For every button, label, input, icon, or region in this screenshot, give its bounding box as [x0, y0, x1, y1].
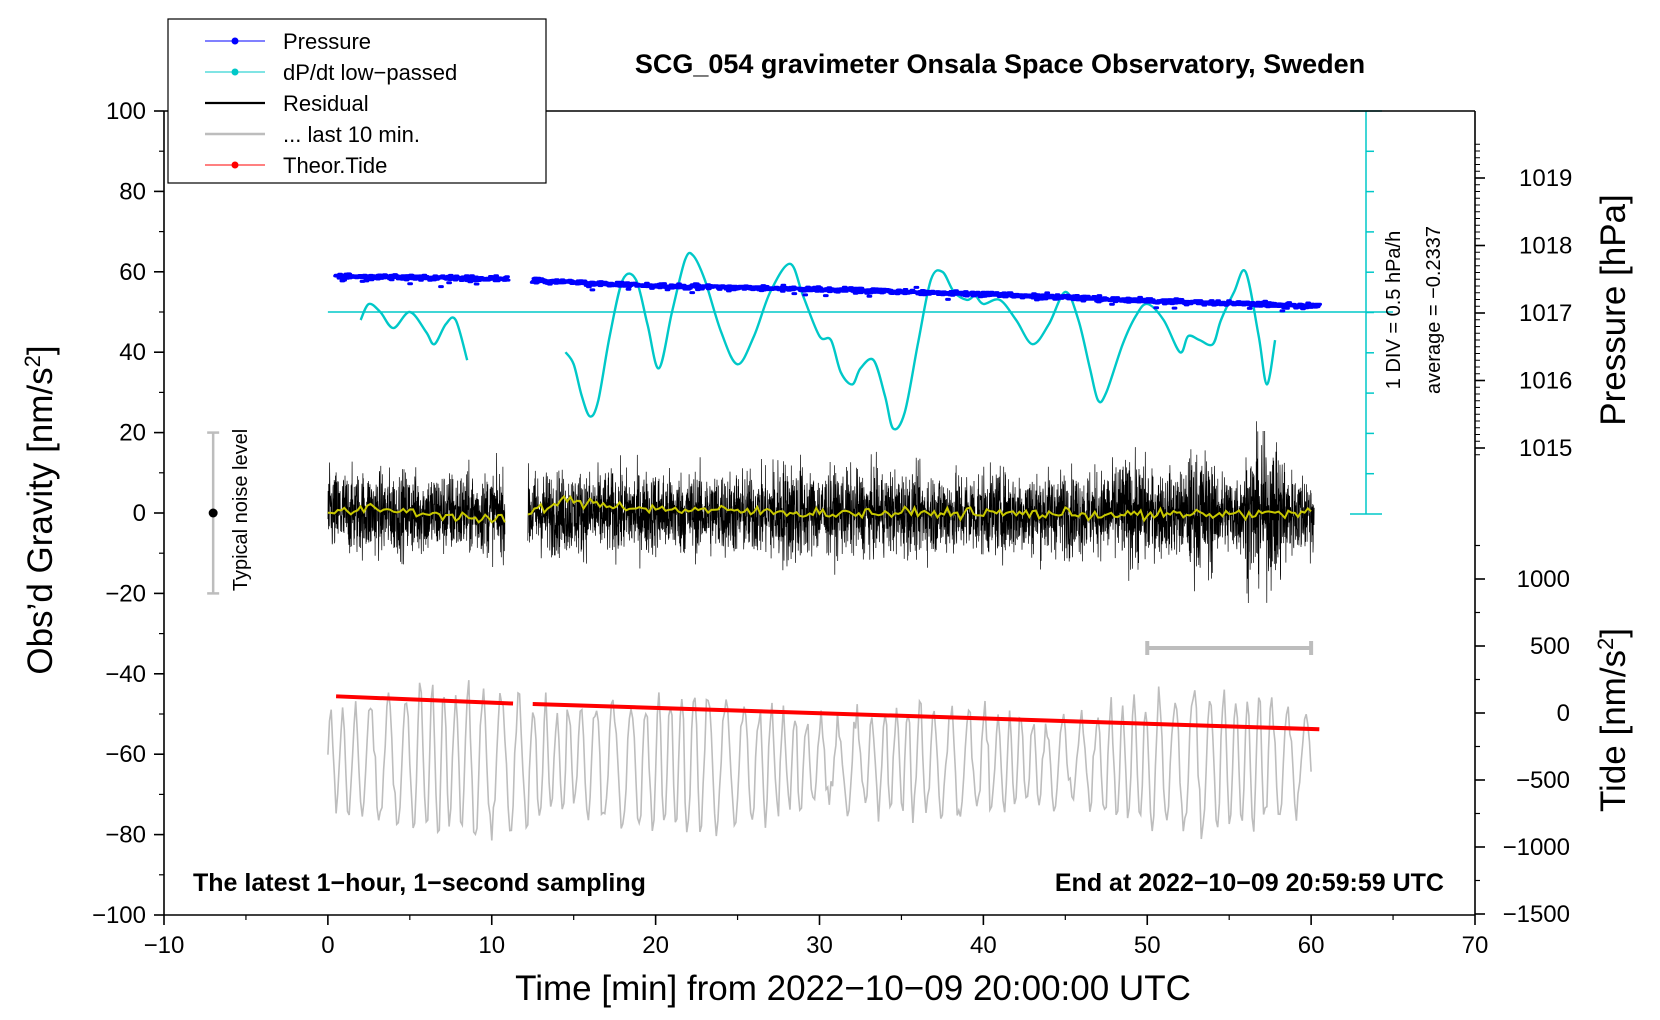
- x-axis-label: Time [min] from 2022−10−09 20:00:00 UTC: [515, 969, 1191, 1008]
- legend-label: Residual: [283, 91, 369, 116]
- y-tick-label: 100: [106, 98, 146, 125]
- x-tick-label: −10: [144, 932, 185, 959]
- dpdt-line-2: [564, 251, 1277, 431]
- tide-line-1: [335, 694, 514, 706]
- y-tick-label: −100: [92, 902, 146, 929]
- bottom-right-note: End at 2022−10−09 20:59:59 UTC: [1055, 869, 1444, 897]
- x-tick-label: 10: [478, 932, 505, 959]
- bottom-left-note: The latest 1−hour, 1−second sampling: [193, 869, 646, 897]
- legend-label: Pressure: [283, 29, 371, 54]
- tide-tick-label: 0: [1557, 700, 1570, 727]
- y-tick-label: 40: [119, 339, 146, 366]
- y-tick-label: −20: [105, 580, 146, 607]
- pressure-tick-label: 1016: [1519, 368, 1572, 395]
- legend-label: ... last 10 min.: [283, 122, 420, 147]
- y-tick-label: −80: [105, 822, 146, 849]
- scale-note-average: average = −0.2337: [1423, 226, 1445, 394]
- residual-line-1: [327, 452, 506, 568]
- legend-item: dP/dt low−passed: [205, 60, 457, 85]
- pressure-tick-label: 1018: [1519, 233, 1572, 260]
- legend-marker: [231, 161, 239, 169]
- pressure-tick-label: 1019: [1519, 165, 1572, 192]
- chart-title: SCG_054 gravimeter Onsala Space Observat…: [635, 49, 1365, 79]
- y-tick-label: 60: [119, 259, 146, 286]
- y-tick-label: 20: [119, 420, 146, 447]
- dpdt-line-1: [359, 302, 469, 361]
- legend-marker: [231, 68, 239, 76]
- legend-marker: [231, 37, 239, 45]
- x-tick-label: 20: [642, 932, 669, 959]
- x-tick-label: 0: [321, 932, 334, 959]
- tide-axis-label: Tide [nm/s2]: [1593, 628, 1633, 812]
- x-tick-label: 30: [806, 932, 833, 959]
- legend-item: Theor.Tide: [205, 153, 387, 178]
- tide-line-2: [532, 701, 1320, 732]
- tide-tick-label: −1000: [1503, 834, 1570, 861]
- x-tick-label: 40: [970, 932, 997, 959]
- tide-tick-label: 500: [1530, 633, 1570, 660]
- tide-tick-label: −1500: [1503, 901, 1570, 928]
- y-tick-label: 0: [133, 500, 146, 527]
- tide-tick-label: 1000: [1517, 566, 1570, 593]
- x-tick-label: 60: [1298, 932, 1325, 959]
- legend-item: Pressure: [205, 29, 371, 54]
- legend-item: ... last 10 min.: [205, 122, 420, 147]
- legend-item: Residual: [205, 91, 369, 116]
- y-tick-label: −40: [105, 661, 146, 688]
- legend-label: dP/dt low−passed: [283, 60, 457, 85]
- tide-tick-label: −500: [1516, 767, 1570, 794]
- residual-smoothed-line-1: [327, 502, 506, 524]
- x-tick-label: 70: [1462, 932, 1489, 959]
- pressure-axis-label: Pressure [hPa]: [1594, 194, 1633, 426]
- y-tick-label: 80: [119, 178, 146, 205]
- residual-smoothed-line-2: [527, 494, 1312, 523]
- legend-box: [167, 18, 547, 184]
- legend: Pressure dP/dt low−passed Residual ... last…: [167, 18, 547, 184]
- x-tick-label: 50: [1134, 932, 1161, 959]
- noise-level-dot: [208, 508, 218, 518]
- y-tick-label: −60: [105, 741, 146, 768]
- pressure-tick-label: 1017: [1519, 300, 1572, 327]
- y-axis-label: Obs’d Gravity [nm/s2]: [20, 345, 60, 674]
- legend-label: Theor.Tide: [283, 153, 387, 178]
- noise-level-label: Typical noise level: [230, 429, 252, 591]
- pressure-tick-label: 1015: [1519, 435, 1572, 462]
- residual-line-2: [527, 421, 1315, 604]
- last-10-min-line: [327, 680, 1312, 841]
- pressure-dots: [333, 272, 1322, 313]
- scale-note-div: 1 DIV = 0.5 hPa/h: [1383, 231, 1405, 389]
